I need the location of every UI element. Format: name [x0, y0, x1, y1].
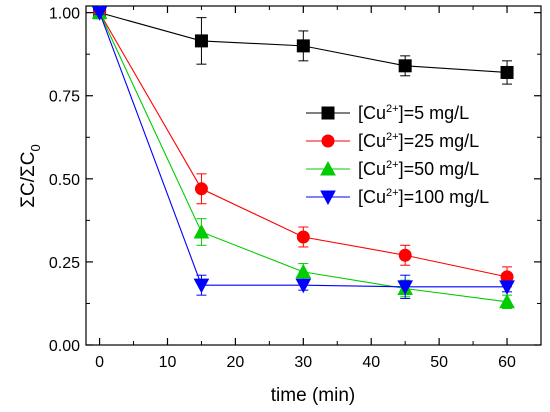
y-axis-title-sub: 0 — [28, 144, 43, 151]
data-point — [397, 280, 414, 295]
y-axis-ticks: 0.00 0.25 0.50 0.75 1.00 — [49, 6, 541, 355]
x-tick-label: 20 — [227, 354, 245, 371]
y-tick-label: 0.50 — [49, 172, 80, 189]
data-point — [194, 34, 208, 48]
legend-item: [Cu2+]=25 mg/L — [306, 131, 479, 151]
series-1 — [93, 6, 514, 288]
data-point — [193, 278, 210, 294]
data-point — [398, 59, 412, 73]
legend-label: [Cu2+]=50 mg/L — [358, 159, 479, 179]
x-tick-label: 60 — [498, 354, 516, 371]
legend-item: [Cu2+]=50 mg/L — [306, 159, 479, 179]
y-tick-label: 0.25 — [49, 255, 80, 272]
y-tick-label: 1.00 — [49, 6, 80, 23]
data-point — [194, 182, 208, 196]
plot-frame — [85, 5, 542, 346]
data-point — [398, 248, 412, 262]
data-point — [500, 65, 514, 79]
x-tick-label: 40 — [362, 354, 380, 371]
x-tick-label: 10 — [159, 354, 177, 371]
data-point — [499, 293, 515, 309]
y-tick-label: 0.75 — [49, 89, 80, 106]
legend-item: [Cu2+]=5 mg/L — [306, 103, 469, 123]
legend-marker — [321, 106, 335, 120]
data-point — [295, 263, 312, 279]
data-point — [193, 223, 210, 239]
legend-marker — [321, 134, 335, 148]
legend: [Cu2+]=5 mg/L [Cu2+]=25 mg/L [Cu2+]=50 mg/… — [306, 103, 489, 207]
data-point — [296, 39, 310, 53]
series-0 — [93, 6, 514, 85]
data-point — [91, 6, 108, 21]
legend-marker — [320, 190, 336, 206]
y-axis-title-main: ΣC/ΣC — [18, 152, 39, 208]
data-point — [296, 230, 310, 244]
x-tick-label: 50 — [430, 354, 448, 371]
x-tick-label: 0 — [95, 354, 104, 371]
legend-item: [Cu2+]=100 mg/L — [306, 187, 489, 207]
legend-label: [Cu2+]=100 mg/L — [358, 187, 489, 207]
y-tick-label: 0.00 — [49, 338, 80, 355]
data-point — [295, 278, 312, 294]
x-tick-label: 30 — [294, 354, 312, 371]
series-layer — [91, 4, 515, 309]
x-axis-ticks: 0 10 20 30 40 50 60 — [95, 6, 516, 371]
legend-label: [Cu2+]=5 mg/L — [358, 103, 469, 123]
legend-marker — [320, 160, 336, 176]
series-3 — [91, 6, 515, 299]
x-axis-title: time (min) — [271, 385, 355, 406]
legend-label: [Cu2+]=25 mg/L — [358, 131, 479, 151]
y-axis-title: ΣC/ΣC0 — [18, 144, 43, 207]
data-point — [499, 280, 515, 295]
